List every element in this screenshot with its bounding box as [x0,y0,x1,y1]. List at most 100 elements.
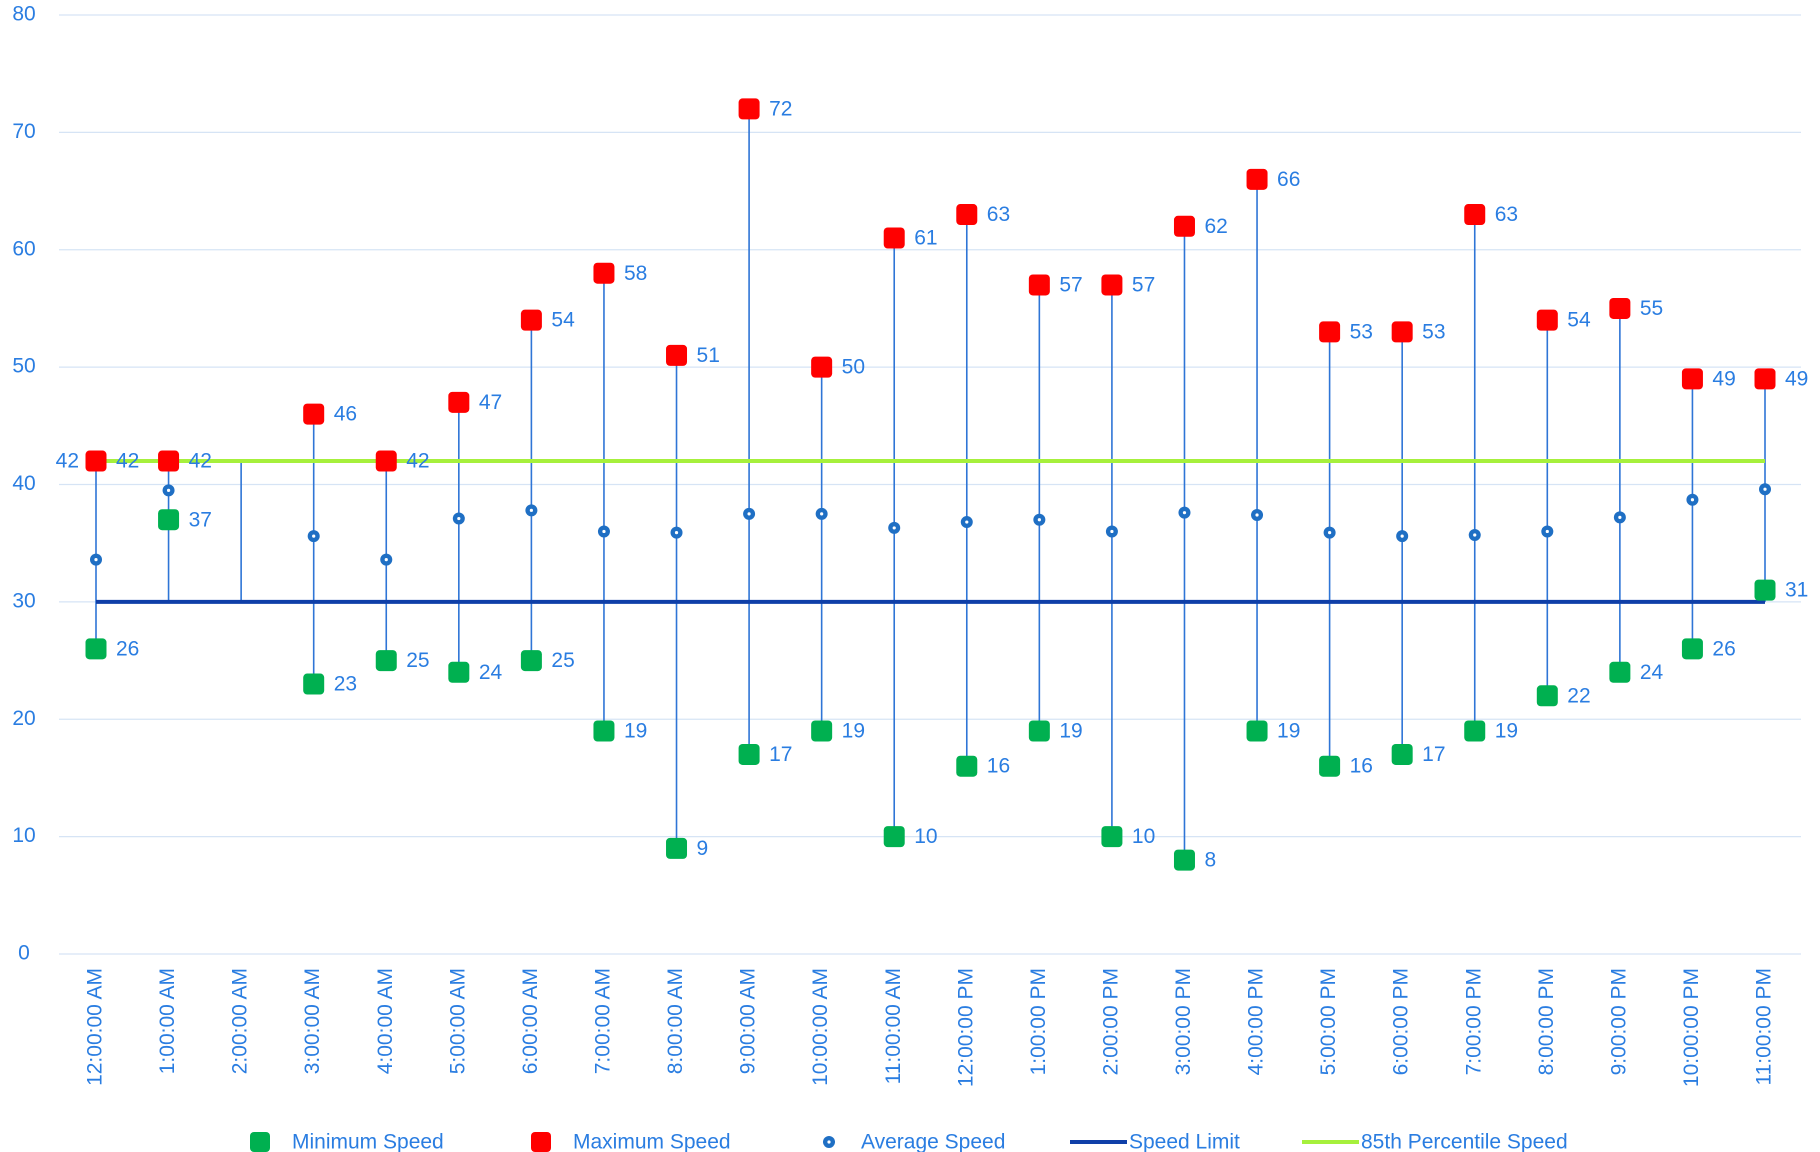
legend-marker [531,1132,551,1152]
marker-dot [1037,518,1041,522]
marker-dot [1328,531,1332,535]
legend-label: Maximum Speed [573,1131,731,1152]
data-label: 10 [1132,825,1155,848]
data-label: 37 [189,508,212,531]
marker [811,720,833,742]
legend-item: Minimum Speed [250,1131,444,1152]
marker-dot [965,520,969,524]
x-tick-label: 7:00:00 AM [592,968,615,1074]
marker [1173,215,1195,237]
marker-dot [1618,515,1622,519]
marker-dot [1110,529,1114,534]
marker [883,227,905,249]
marker [811,356,833,378]
x-tick-label: 10:00:00 PM [1680,968,1703,1087]
marker [1464,204,1486,226]
marker [1101,274,1123,296]
marker-dot [674,531,679,535]
x-tick-label: 4:00:00 PM [1245,968,1268,1075]
marker [1319,755,1341,777]
marker [520,309,542,331]
marker [1101,826,1123,848]
marker-dot [820,512,824,516]
data-label: 57 [1132,274,1155,297]
marker-dot [1255,513,1259,517]
marker [1681,368,1703,390]
marker-dot [1182,511,1187,515]
data-label: 22 [1567,684,1590,707]
data-label: 25 [551,649,574,672]
x-tick-label: 11:00:00 AM [882,968,905,1084]
marker [158,509,180,531]
legend-label: Average Speed [861,1131,1005,1152]
marker [1246,168,1268,190]
x-tick-label: 3:00:00 PM [1172,968,1195,1075]
marker [1391,743,1413,765]
data-label: 23 [334,673,357,696]
marker [883,826,905,848]
marker [593,720,615,742]
x-tick-label: 9:00:00 PM [1607,968,1630,1075]
data-label: 19 [624,720,647,743]
marker-dot [1690,498,1695,502]
data-label: 53 [1422,320,1445,343]
x-tick-label: 2:00:00 PM [1099,968,1122,1075]
marker [1609,297,1631,319]
data-label: 63 [987,203,1010,226]
marker-dot [384,558,388,562]
x-tick-label: 4:00:00 AM [374,968,397,1074]
data-label: 16 [1350,755,1373,778]
data-label: 9 [697,837,709,860]
y-tick-label: 10 [12,824,35,847]
data-label: 19 [1495,720,1518,743]
data-label: 42 [116,450,139,473]
x-tick-label: 12:00:00 AM [84,968,107,1086]
legend-marker [250,1132,270,1152]
x-tick-label: 11:00:00 PM [1753,968,1776,1086]
marker-dot [1763,487,1767,491]
data-label: 53 [1350,320,1373,343]
marker [1754,368,1776,390]
data-label: 42 [406,450,429,473]
x-tick-label: 3:00:00 AM [301,968,324,1074]
x-tick-label: 5:00:00 AM [446,968,469,1074]
data-label: 17 [769,743,792,766]
data-label: 61 [914,227,937,250]
data-label: 62 [1204,215,1227,238]
data-label: 31 [1785,579,1808,602]
x-tick-label: 2:00:00 AM [229,968,252,1074]
legend-item: Speed Limit [1070,1131,1240,1152]
data-label: 63 [1495,203,1518,226]
marker [1609,661,1631,683]
data-label: 16 [987,755,1010,778]
marker [1536,309,1558,331]
data-label: 58 [624,262,647,285]
marker [1246,720,1268,742]
marker-dot [312,534,316,538]
data-label: 54 [1567,309,1591,332]
y-tick-label: 60 [12,237,35,260]
marker [1173,849,1195,871]
marker [158,450,180,472]
y-tick-label: 20 [12,707,35,730]
marker-dot [94,558,98,562]
data-label: 66 [1277,168,1300,191]
marker [1028,274,1050,296]
x-tick-label: 9:00:00 AM [737,968,760,1074]
legend-item: Average Speed [823,1131,1005,1152]
marker [1681,638,1703,660]
marker [1754,579,1776,601]
marker-dot [457,516,461,521]
x-tick-label: 12:00:00 PM [954,968,977,1087]
marker [593,262,615,284]
x-tick-label: 8:00:00 PM [1535,968,1558,1075]
data-label: 49 [1785,367,1808,390]
marker [1028,720,1050,742]
y-tick-label: 50 [12,355,35,378]
marker [375,450,397,472]
marker [85,450,107,472]
y-tick-label: 80 [12,3,35,26]
marker-dot [602,529,606,534]
marker [666,837,688,859]
